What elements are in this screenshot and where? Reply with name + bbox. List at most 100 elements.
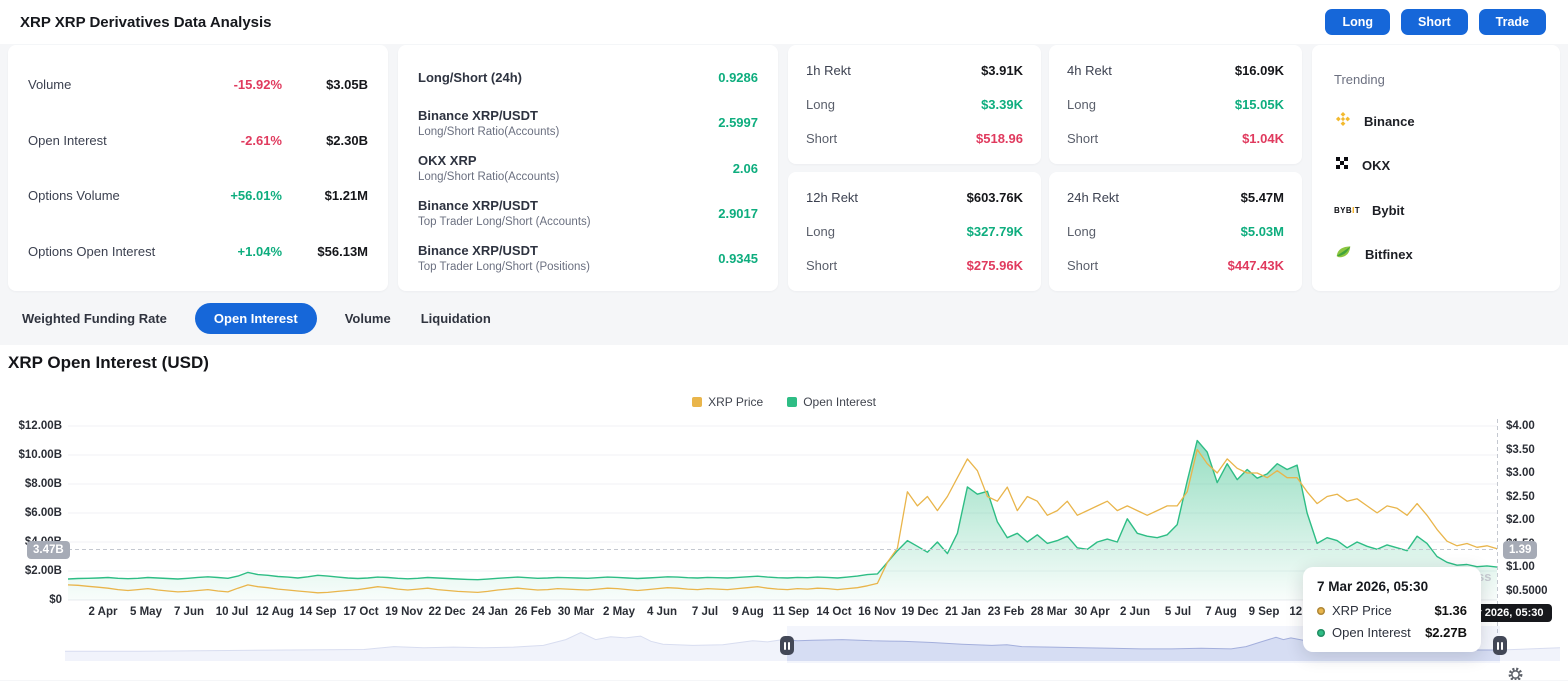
y-axis-label-right: $4.00 — [1506, 420, 1535, 432]
x-axis-label: 9 Sep — [1248, 606, 1280, 618]
stat-row-volume: Volume -15.92% $3.05B — [28, 57, 368, 113]
stat-change: +56.01% — [230, 188, 282, 204]
stat-change: -15.92% — [233, 77, 282, 93]
chart-tab-bar: Weighted Funding Rate Open Interest Volu… — [0, 291, 1568, 345]
x-axis-label: 5 May — [130, 606, 162, 618]
rekt-long-label: Long — [1067, 223, 1096, 239]
rekt-total: $5.47M — [1240, 189, 1284, 205]
ratio-value: 0.9345 — [718, 250, 758, 266]
rekt-title: 24h Rekt — [1067, 189, 1120, 205]
ratio-sublabel: Top Trader Long/Short (Positions) — [418, 261, 590, 274]
tooltip-value: $2.27B — [1425, 625, 1467, 640]
tab-volume[interactable]: Volume — [344, 310, 391, 326]
crosshair-price-badge: 1.39 — [1503, 541, 1538, 559]
rekt-short-label: Short — [1067, 258, 1099, 274]
navigator-right-handle[interactable] — [1493, 636, 1507, 655]
ratio-value: 2.5997 — [718, 115, 758, 131]
topbar: XRP XRP Derivatives Data Analysis Long S… — [0, 0, 1568, 44]
x-axis-label: 12 Aug — [256, 606, 294, 618]
trending-item-bitfinex[interactable]: Bitfinex — [1334, 233, 1538, 277]
y-axis-label-right: $2.50 — [1506, 490, 1535, 503]
tab-open-interest[interactable]: Open Interest — [194, 302, 317, 334]
chart-panel: XRP Open Interest (USD) XRP Price Open I… — [0, 345, 1568, 680]
long-short-ratio-card: Long/Short (24h) 0.9286 Binance XRP/USDT… — [398, 45, 778, 291]
trade-button[interactable]: Trade — [1478, 9, 1546, 35]
stat-row-options-volume: Options Volume +56.01% $1.21M — [28, 168, 368, 224]
tooltip-label: Open Interest — [1332, 625, 1411, 640]
x-axis-label: 16 Nov — [858, 606, 896, 618]
rekt-short-label: Short — [806, 131, 838, 147]
ratio-label: OKX XRP — [418, 153, 477, 168]
trending-item-binance[interactable]: Binance — [1334, 99, 1538, 143]
ratio-sublabel: Long/Short Ratio(Accounts) — [418, 125, 560, 138]
rekt-card-1h: 1h Rekt $3.91K Long $3.39K Short $518.96 — [788, 45, 1041, 164]
legend-label: XRP Price — [708, 395, 764, 409]
topbar-buttons: Long Short Trade — [1325, 9, 1546, 35]
open-interest-dot-icon — [1317, 628, 1325, 637]
y-axis-label-right: $1.00 — [1506, 561, 1535, 573]
tab-weighted-funding-rate[interactable]: Weighted Funding Rate — [22, 310, 167, 326]
page-title: XRP XRP Derivatives Data Analysis — [20, 13, 272, 31]
binance-logo-icon — [1334, 110, 1352, 133]
legend-item-xrp-price[interactable]: XRP Price — [692, 395, 763, 409]
rekt-long-label: Long — [806, 96, 835, 112]
x-axis-label: 7 Jun — [173, 606, 205, 618]
short-button[interactable]: Short — [1401, 9, 1468, 35]
rekt-grid: 1h Rekt $3.91K Long $3.39K Short $518.96 4h… — [788, 45, 1302, 291]
x-axis-label: 2 May — [603, 606, 635, 618]
stat-change: +1.04% — [237, 243, 282, 259]
rekt-long-value: $327.79K — [966, 223, 1023, 239]
ratio-label: Binance XRP/USDT — [418, 198, 538, 214]
chart-tooltip: 7 Mar 2026, 05:30 XRP Price $1.36 Open I… — [1303, 567, 1481, 652]
trending-item-bybit[interactable]: BYBIT Bybit — [1334, 188, 1538, 232]
rekt-short-value: $1.04K — [1242, 131, 1284, 147]
tooltip-label: XRP Price — [1332, 603, 1392, 618]
tooltip-value: $1.36 — [1434, 603, 1467, 618]
y-axis-label-left: $10.00B — [18, 449, 62, 461]
rekt-title: 1h Rekt — [806, 62, 851, 78]
ratio-label: Long/Short (24h) — [418, 70, 522, 86]
y-axis-label-right: $0.5000 — [1506, 584, 1548, 597]
ratio-row: Binance XRP/USDT Top Trader Long/Short (A… — [418, 191, 758, 236]
tab-liquidation[interactable]: Liquidation — [420, 310, 491, 326]
ratio-sublabel: Long/Short Ratio(Accounts) — [418, 171, 560, 183]
ratio-row: Binance XRP/USDT Long/Short Ratio(Account… — [418, 100, 758, 145]
x-axis-label: 14 Sep — [299, 606, 337, 618]
trending-item-okx[interactable]: OKX — [1334, 144, 1538, 188]
x-axis-label: 2 Apr — [88, 606, 118, 618]
x-axis-label: 11 Sep — [772, 606, 810, 618]
y-axis-label-left: $8.00B — [24, 478, 62, 490]
x-axis-label: 9 Aug — [732, 606, 764, 618]
y-axis-label-left: $2.00B — [24, 565, 62, 577]
legend-item-open-interest[interactable]: Open Interest — [787, 395, 876, 409]
open-interest-swatch-icon — [787, 397, 798, 407]
xrp-price-swatch-icon — [692, 397, 703, 407]
rekt-short-value: $447.43K — [1227, 258, 1284, 274]
x-axis-label: 7 Jul — [691, 606, 719, 618]
trending-title: Trending — [1334, 71, 1385, 87]
settings-gear-icon[interactable] — [1506, 665, 1525, 680]
x-axis-label: 19 Dec — [901, 606, 939, 618]
rekt-short-label: Short — [1067, 131, 1099, 147]
long-button[interactable]: Long — [1325, 9, 1390, 35]
rekt-total: $603.76K — [966, 189, 1023, 205]
rekt-title: 4h Rekt — [1067, 62, 1112, 78]
x-axis-label: 26 Feb — [514, 606, 552, 618]
stat-value: $3.05B — [326, 77, 368, 93]
ratio-row: Long/Short (24h) 0.9286 — [418, 55, 758, 100]
trending-item-label: Binance — [1364, 113, 1415, 129]
x-axis-label: 14 Oct — [816, 606, 852, 618]
x-axis-label: 24 Jan — [472, 606, 508, 618]
ratio-value: 0.9286 — [718, 70, 758, 86]
navigator-left-handle[interactable] — [780, 636, 794, 655]
main-chart-svg[interactable] — [0, 345, 1568, 680]
tooltip-row-open-interest: Open Interest $2.27B — [1317, 625, 1467, 640]
trending-card: Trending Binance OKX BYBIT Bybit Bitfine… — [1312, 45, 1560, 291]
y-axis-label-right: $3.00 — [1506, 467, 1535, 479]
stat-label: Open Interest — [28, 132, 107, 148]
stat-row-options-open-interest: Options Open Interest +1.04% $56.13M — [28, 224, 368, 280]
stat-label: Volume — [28, 77, 72, 93]
rekt-long-value: $3.39K — [981, 96, 1023, 112]
stat-label: Options Volume — [28, 188, 120, 204]
x-axis-label: 28 Mar — [1030, 606, 1068, 618]
